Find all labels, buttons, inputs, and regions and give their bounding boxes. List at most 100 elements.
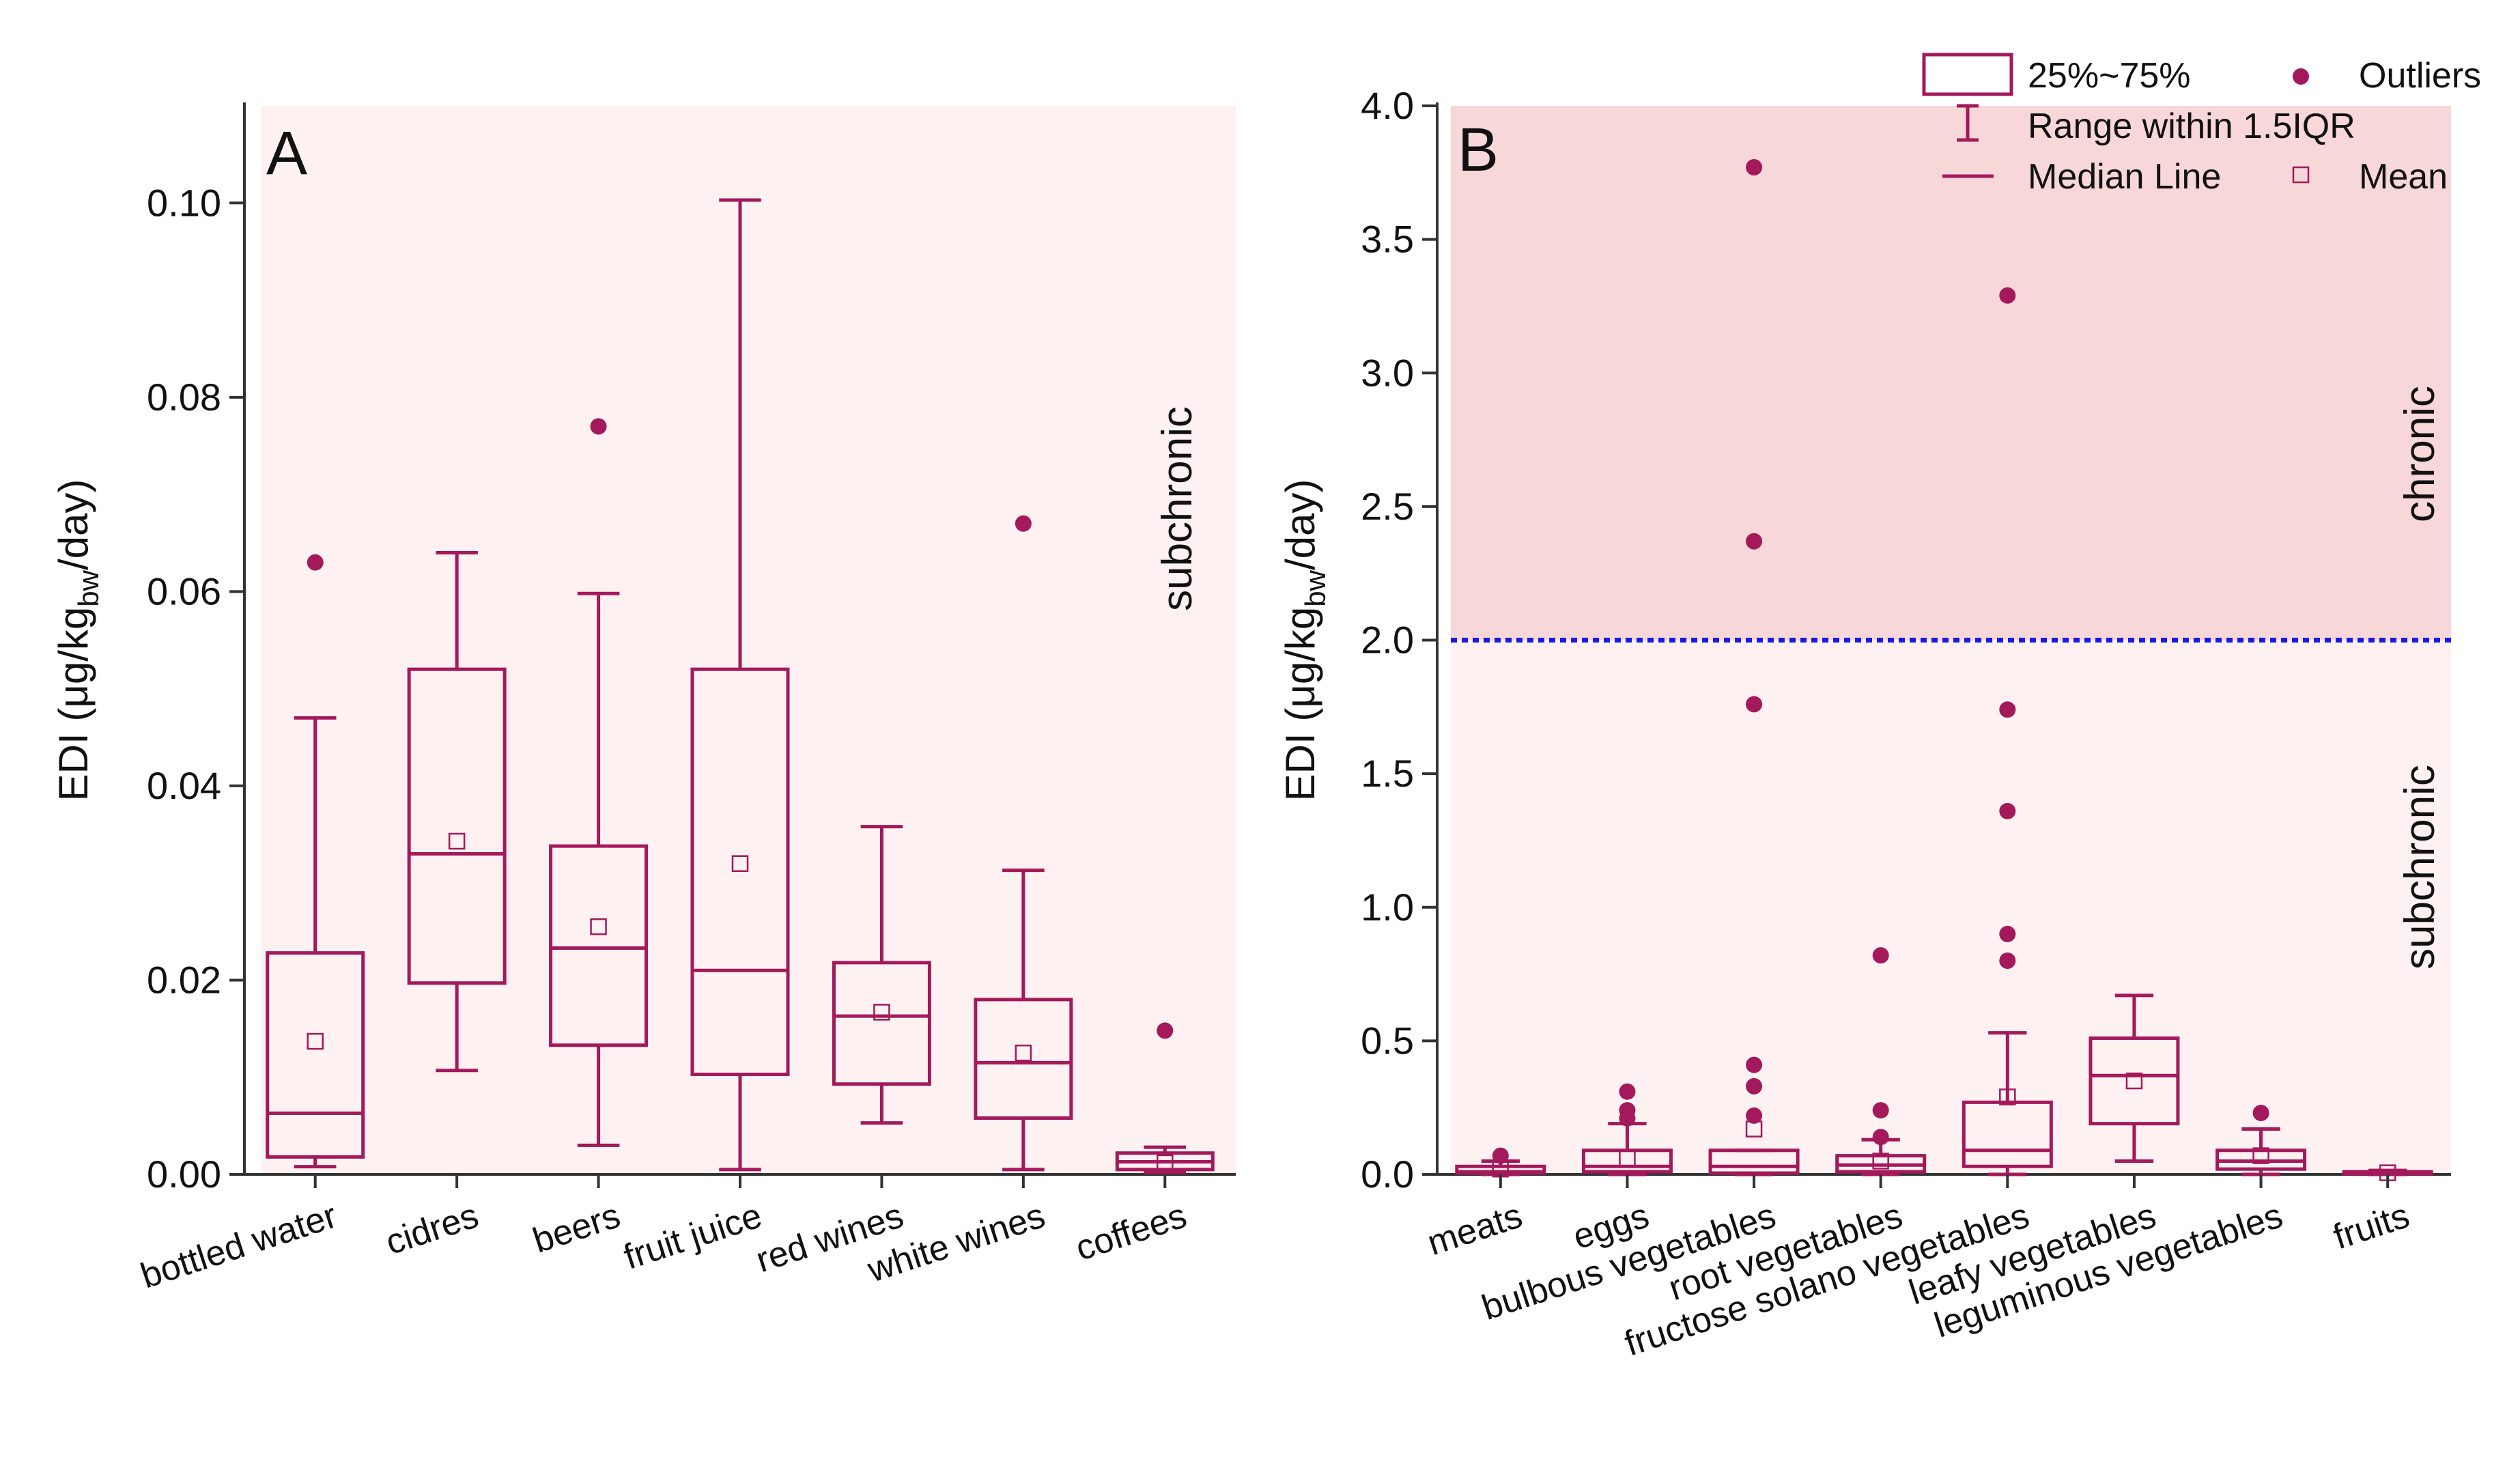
outlier-point [590,418,607,435]
box-4 [1835,947,1927,1176]
outlier-point [1999,802,2016,819]
y-axis-title-part: EDI (μg/kg [51,607,96,802]
y-tick-label: 0.04 [147,764,221,807]
panel-letter: A [266,119,307,188]
x-tick-label: beers [528,1196,625,1260]
y-axis-title-subscript: bw [72,569,104,606]
outlier-point [1157,1022,1174,1039]
y-tick-label: 2.5 [1361,485,1414,528]
x-tick-label: coffees [1071,1196,1191,1269]
y-tick-label: 2.0 [1361,619,1414,662]
x-tick-label: cidres [381,1196,483,1263]
box-4 [690,198,790,1172]
outlier-point [1746,1107,1763,1124]
y-axis-title-part: /day) [1277,479,1323,570]
y-axis-title: EDI (μg/kgbw/day) [51,479,104,802]
outlier-point [307,554,324,571]
legend-median-label: Median Line [2028,157,2221,197]
legend-outlier-swatch [2293,68,2309,85]
y-axis-title-subscript: bw [1299,569,1331,606]
outlier-point [1746,1077,1763,1095]
outlier-point [2252,1105,2269,1122]
box-6 [974,515,1073,1172]
iqr-box [549,844,649,1047]
mean-marker [1157,1154,1174,1172]
panel-letter: B [1458,116,1499,184]
box-1 [266,554,365,1169]
outlier-point [1619,1083,1636,1100]
box-5 [832,825,931,1125]
mean-marker [2252,1147,2269,1164]
y-tick-label: 1.5 [1361,752,1414,795]
y-tick-label: 0.5 [1361,1019,1414,1062]
mean-marker [1999,1088,2016,1105]
box-3 [549,418,649,1147]
outlier-point [1872,947,1889,964]
box-2 [1581,1083,1673,1176]
subchronic-region [1451,640,2451,1174]
box-6 [2089,993,2180,1163]
y-tick-label: 0.00 [147,1153,221,1196]
mean-marker [731,855,749,872]
mean-marker [2125,1072,2143,1090]
y-tick-label: 3.5 [1361,218,1414,261]
legend: 25%~75% Range within 1.5IQR Median Line Out… [1922,53,2481,197]
y-axis-title-part: EDI (μg/kg [1277,607,1323,802]
outlier-point [1999,953,2016,969]
box-1 [1455,1147,1546,1178]
mean-marker [1619,1150,1636,1167]
mean-marker [1872,1153,1889,1170]
outlier-point [1015,515,1032,532]
x-tick-label: meats [1423,1196,1527,1263]
outlier-point [1619,1102,1636,1119]
region-label: subchronic [1154,406,1201,611]
y-axis-title: EDI (μg/kgbw/day) [1277,479,1331,802]
mean-marker [590,918,607,935]
outlier-point [1746,158,1763,175]
panel-a: 0.00 0.02 0.04 0.06 0.08 0.10 EDI (μg/kgbw/day… [51,102,1236,1296]
outlier-point [1999,701,2016,718]
plot-background [261,106,1236,1174]
iqr-box [690,667,790,1076]
y-tick-label: 3.0 [1361,351,1414,394]
outlier-point [1746,696,1763,713]
iqr-box [974,998,1073,1120]
x-tick-label: fruit juice [619,1196,767,1277]
y-tick-label: 0.10 [147,181,221,224]
iqr-box [407,667,507,985]
y-tick-label: 1.0 [1361,886,1414,929]
region-label-subchronic: subchronic [2396,765,2444,970]
box-7 [1115,1022,1215,1174]
outlier-point [1999,925,2016,942]
legend-outlier-label: Outliers [2359,56,2481,96]
mean-marker [1015,1044,1032,1062]
x-tick-label: bottled water [136,1196,341,1296]
mean-marker [873,1004,890,1021]
legend-box-label: 25%~75% [2028,56,2191,96]
mean-marker [307,1032,324,1050]
mean-marker [448,832,466,850]
region-label-chronic: chronic [2396,386,2444,522]
iqr-box [1962,1100,2053,1168]
iqr-box [2089,1036,2180,1126]
panel-b: 0.0 0.5 1.0 1.5 2.0 2.5 3.0 3.5 4.0 EDI (μg/kgbw/… [1277,84,2451,1364]
outlier-point [1492,1147,1509,1164]
legend-mean-swatch [2292,166,2310,184]
outlier-point [1746,533,1763,550]
iqr-box [832,961,931,1086]
iqr-box [266,951,365,1159]
box-5 [1962,287,2053,1176]
outlier-point [1872,1129,1889,1146]
outlier-point [1746,1056,1763,1073]
box-2 [407,550,507,1073]
outlier-point [1872,1102,1889,1119]
y-tick-label: 0.06 [147,569,221,612]
y-tick-label: 4.0 [1361,84,1414,127]
y-tick-label: 0.02 [147,958,221,1001]
chronic-region [1451,106,2451,640]
legend-box-swatch [1922,53,2013,96]
y-tick-label: 0.0 [1361,1153,1414,1196]
y-axis-title-part: /day) [51,479,96,570]
legend-mean-label: Mean [2359,157,2448,197]
